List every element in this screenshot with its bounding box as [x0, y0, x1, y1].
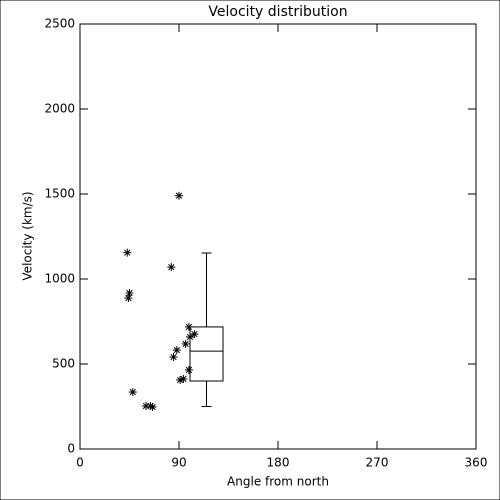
- asterisk-stroke: [176, 376, 184, 384]
- point: [184, 365, 193, 374]
- y-tick-label: 1000: [44, 272, 75, 286]
- y-tick-label: 2000: [44, 102, 75, 116]
- asterisk-stroke: [175, 192, 183, 199]
- asterisk-stroke: [129, 388, 136, 396]
- point: [172, 346, 181, 355]
- point: [123, 248, 132, 257]
- point: [124, 294, 133, 303]
- point: [169, 353, 178, 362]
- asterisk-stroke: [185, 366, 193, 374]
- point: [175, 191, 183, 200]
- asterisk-stroke: [182, 340, 189, 348]
- asterisk-stroke: [185, 323, 193, 331]
- asterisk-stroke: [149, 403, 156, 411]
- point: [128, 388, 137, 397]
- point: [176, 375, 185, 384]
- x-tick-label: 0: [76, 456, 84, 470]
- y-tick-label: 1500: [44, 187, 75, 201]
- x-tick-label: 180: [267, 456, 290, 470]
- asterisk-stroke: [168, 263, 175, 271]
- asterisk-stroke: [170, 353, 177, 361]
- asterisk-stroke: [191, 330, 198, 338]
- x-tick-label: 360: [465, 456, 488, 470]
- x-tick-label: 270: [366, 456, 389, 470]
- asterisk-stroke: [124, 249, 131, 256]
- y-axis-label: Velocity (km/s): [21, 191, 35, 280]
- point: [167, 263, 176, 272]
- point: [190, 330, 199, 339]
- asterisk-stroke: [173, 346, 180, 354]
- box: [189, 326, 224, 382]
- y-tick-label: 500: [52, 357, 75, 371]
- chart-title: Velocity distribution: [208, 4, 347, 20]
- asterisk-stroke: [126, 289, 133, 297]
- y-tick-label: 2500: [44, 17, 75, 31]
- y-tick-label: 0: [67, 442, 75, 456]
- x-axis-label: Angle from north: [227, 475, 329, 489]
- x-tick-label: 90: [171, 456, 186, 470]
- point: [181, 339, 190, 348]
- point: [125, 288, 134, 297]
- point: [148, 403, 157, 412]
- asterisk-stroke: [125, 294, 132, 302]
